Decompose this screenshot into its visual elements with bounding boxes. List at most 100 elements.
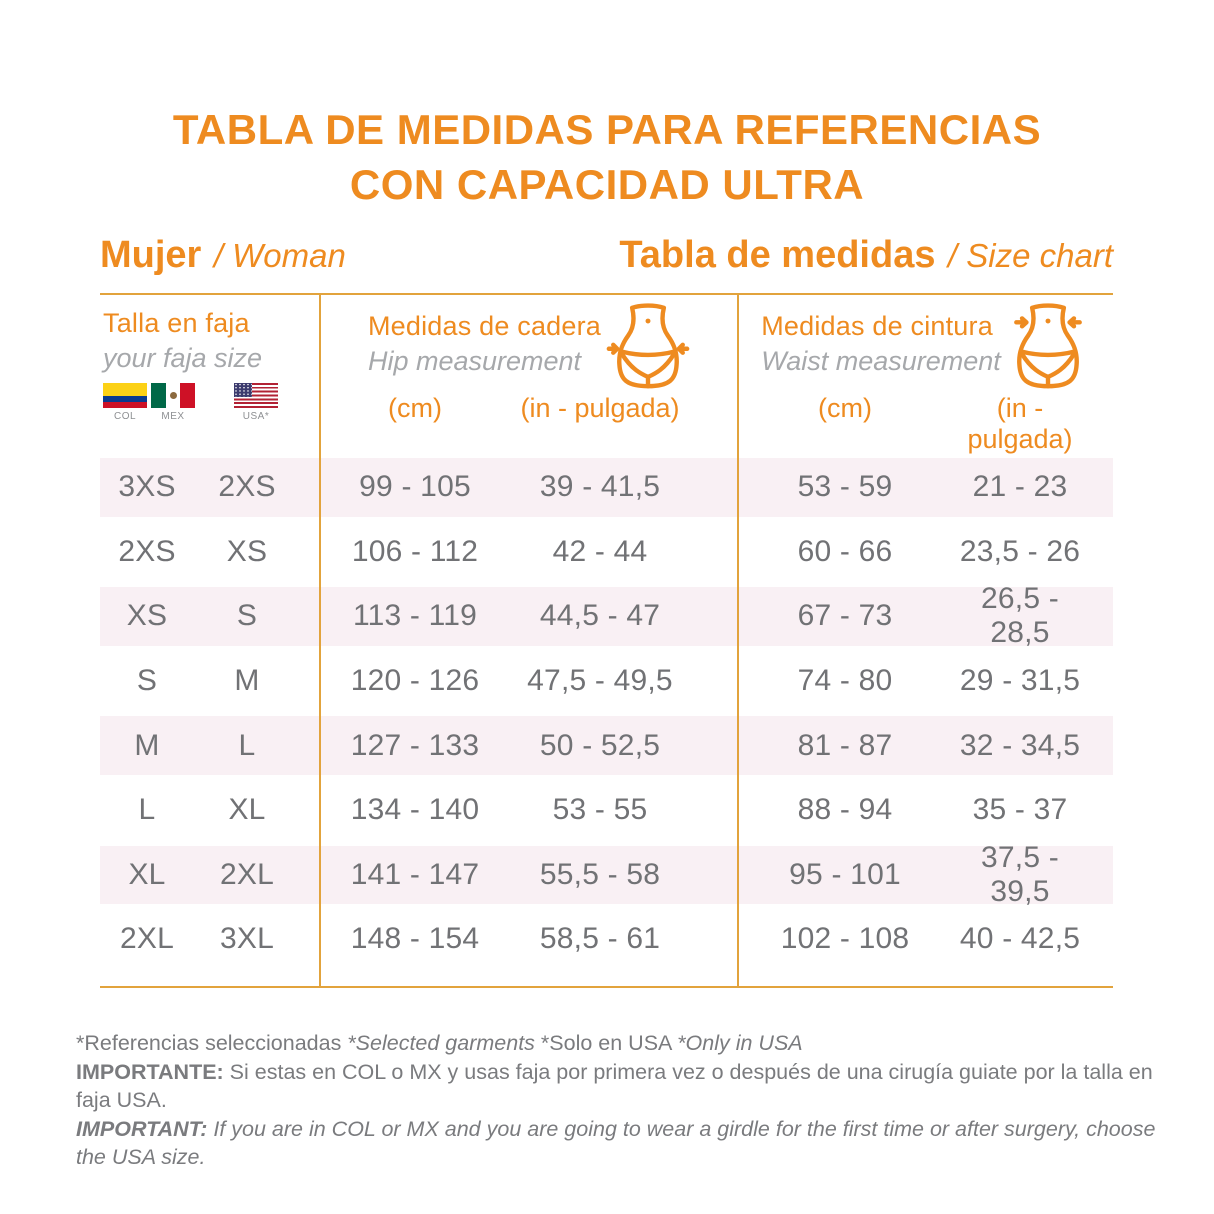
hip-column-text: Medidas de cadera Hip measurement xyxy=(368,303,601,377)
footnotes: *Referencias seleccionadas *Selected gar… xyxy=(76,1029,1186,1172)
cell-hip-cm: 106 - 112 xyxy=(351,534,479,568)
cell-waist-in: 35 - 37 xyxy=(972,793,1068,827)
mexico-flag: MEX xyxy=(151,383,195,422)
units-row: (cm) (in - pulgada) (cm) (in - pulgada) xyxy=(100,393,1113,455)
cell-faja-size: XS xyxy=(126,599,168,633)
size-column-header: Talla en faja your faja size xyxy=(103,308,262,374)
cell-usa-size: S xyxy=(236,599,258,633)
page-title: TABLA DE MEDIDAS PARA REFERENCIAS CON CA… xyxy=(0,102,1214,213)
waist-cm-unit: (cm) xyxy=(818,393,872,423)
cell-usa-size: 3XL xyxy=(220,922,274,956)
cell-waist-in: 23,5 - 26 xyxy=(959,534,1081,568)
cell-hip-cm: 113 - 119 xyxy=(352,599,478,633)
colombia-flag-label: COL xyxy=(113,411,137,422)
size-chart-label-en: / Size chart xyxy=(947,237,1113,274)
flag-row: COL MEX USA* xyxy=(103,383,319,435)
importante-label: IMPORTANTE: xyxy=(76,1059,224,1084)
table-row: 2XS XS 106 - 112 42 - 44 60 - 66 23,5 - 26 xyxy=(100,520,1113,585)
cell-hip-in: 55,5 - 58 xyxy=(539,857,661,891)
waist-column-header: Medidas de cintura Waist measurement xyxy=(738,303,1113,391)
footnote-line1: *Referencias seleccionadas *Selected gar… xyxy=(76,1029,1186,1058)
cell-hip-cm: 127 - 133 xyxy=(350,728,480,762)
table-rows: 3XS 2XS 99 - 105 39 - 41,5 53 - 59 21 - 23 2XS… xyxy=(100,455,1113,972)
cell-hip-in: 47,5 - 49,5 xyxy=(527,664,673,698)
hip-column-title: Medidas de cadera xyxy=(367,311,602,341)
footnote-line2: IMPORTANTE: Si estas en COL o MX y usas … xyxy=(76,1058,1186,1115)
cell-waist-cm: 81 - 87 xyxy=(797,728,893,762)
cell-hip-cm: 134 - 140 xyxy=(350,793,480,827)
waist-column-subtitle: Waist measurement xyxy=(761,346,1001,376)
size-chart-label: Tabla de medidas xyxy=(619,234,936,276)
cell-hip-in: 44,5 - 47 xyxy=(539,599,661,633)
footnote-usa-es: *Solo en USA xyxy=(540,1031,678,1055)
size-column-subtitle: your faja size xyxy=(103,343,263,373)
usa-flag-icon xyxy=(234,383,278,408)
hip-measurement-icon xyxy=(606,303,690,389)
cell-waist-cm: 53 - 59 xyxy=(797,470,893,504)
usa-flag-label: USA* xyxy=(242,411,270,422)
colombia-flag-icon xyxy=(103,383,147,408)
cell-waist-in: 29 - 31,5 xyxy=(959,664,1081,698)
table-row: 2XL 3XL 148 - 154 58,5 - 61 102 - 108 40 - 42… xyxy=(100,907,1113,972)
column-divider-1 xyxy=(319,295,321,986)
cell-usa-size: L xyxy=(238,728,256,762)
hip-in-unit: (in - pulgada) xyxy=(520,393,680,423)
cell-waist-cm: 74 - 80 xyxy=(797,664,893,698)
cell-usa-size: XS xyxy=(226,534,268,568)
important-text: If you are in COL or MX and you are goin… xyxy=(76,1116,1156,1170)
section-header-woman: Mujer / Woman xyxy=(100,234,346,277)
table-row: XS S 113 - 119 44,5 - 47 67 - 73 26,5 - 28,5 xyxy=(100,582,1113,649)
footnote-ref-en: *Selected garments xyxy=(347,1031,541,1055)
footnote-ref-es: *Referencias seleccionadas xyxy=(76,1031,348,1055)
cell-usa-size: M xyxy=(234,664,260,698)
section-headers: Mujer / Woman Tabla de medidas / Size ch… xyxy=(100,234,1113,277)
mexico-flag-icon xyxy=(151,383,195,408)
importante-text: Si estas en COL o MX y usas faja por pri… xyxy=(76,1059,1153,1113)
hip-column-header: Medidas de cadera Hip measurement xyxy=(320,303,738,391)
cell-waist-cm: 88 - 94 xyxy=(797,793,893,827)
page-title-line1: TABLA DE MEDIDAS PARA REFERENCIAS xyxy=(172,106,1042,153)
page-title-line2: CON CAPACIDAD ULTRA xyxy=(349,161,865,209)
units-spacer xyxy=(100,393,320,455)
cell-hip-in: 58,5 - 61 xyxy=(539,922,661,956)
cell-faja-size: 2XL xyxy=(120,922,174,956)
units-spacer xyxy=(690,393,738,455)
hip-cm-unit: (cm) xyxy=(388,393,442,423)
woman-label: Mujer xyxy=(100,234,202,276)
cell-waist-cm: 95 - 101 xyxy=(789,857,901,891)
important-label: IMPORTANT: xyxy=(76,1116,208,1141)
cell-hip-in: 42 - 44 xyxy=(552,534,648,568)
cell-hip-in: 39 - 41,5 xyxy=(539,470,661,504)
waist-in-unit: (in - pulgada) xyxy=(967,393,1073,454)
cell-hip-cm: 120 - 126 xyxy=(350,664,480,698)
waist-column-text: Medidas de cintura Waist measurement xyxy=(761,303,1001,377)
cell-hip-in: 53 - 55 xyxy=(552,793,648,827)
mexico-flag-label: MEX xyxy=(161,411,185,422)
section-header-size-chart: Tabla de medidas / Size chart xyxy=(619,234,1113,277)
cell-waist-in: 32 - 34,5 xyxy=(959,728,1081,762)
column-divider-2 xyxy=(737,295,739,986)
cell-usa-size: XL xyxy=(228,793,266,827)
cell-hip-cm: 141 - 147 xyxy=(350,857,480,891)
hip-column-subtitle: Hip measurement xyxy=(367,346,582,376)
table-header: Talla en faja your faja size COL MEX xyxy=(100,295,1113,455)
size-table: Talla en faja your faja size COL MEX xyxy=(100,293,1113,988)
footnote-line3: IMPORTANT: If you are in COL or MX and y… xyxy=(76,1115,1186,1172)
cell-waist-in: 21 - 23 xyxy=(972,470,1068,504)
cell-faja-size: 3XS xyxy=(118,470,176,504)
size-column-title: Talla en faja xyxy=(103,308,250,338)
table-row: XL 2XL 141 - 147 55,5 - 58 95 - 101 37,5 - 39… xyxy=(100,840,1113,908)
cell-hip-cm: 148 - 154 xyxy=(350,922,480,956)
cell-waist-cm: 102 - 108 xyxy=(780,922,910,956)
waist-column-title: Medidas de cintura xyxy=(761,311,993,341)
table-row: L XL 134 - 140 53 - 55 88 - 94 35 - 37 xyxy=(100,778,1113,843)
cell-faja-size: M xyxy=(134,728,160,762)
cell-faja-size: 2XS xyxy=(118,534,176,568)
usa-flag: USA* xyxy=(234,383,278,422)
footnote-usa-en: *Only in USA xyxy=(677,1031,803,1055)
colombia-flag: COL xyxy=(103,383,147,422)
cell-faja-size: S xyxy=(136,664,158,698)
cell-usa-size: 2XL xyxy=(220,857,274,891)
cell-waist-in: 37,5 - 39,5 xyxy=(981,840,1059,908)
